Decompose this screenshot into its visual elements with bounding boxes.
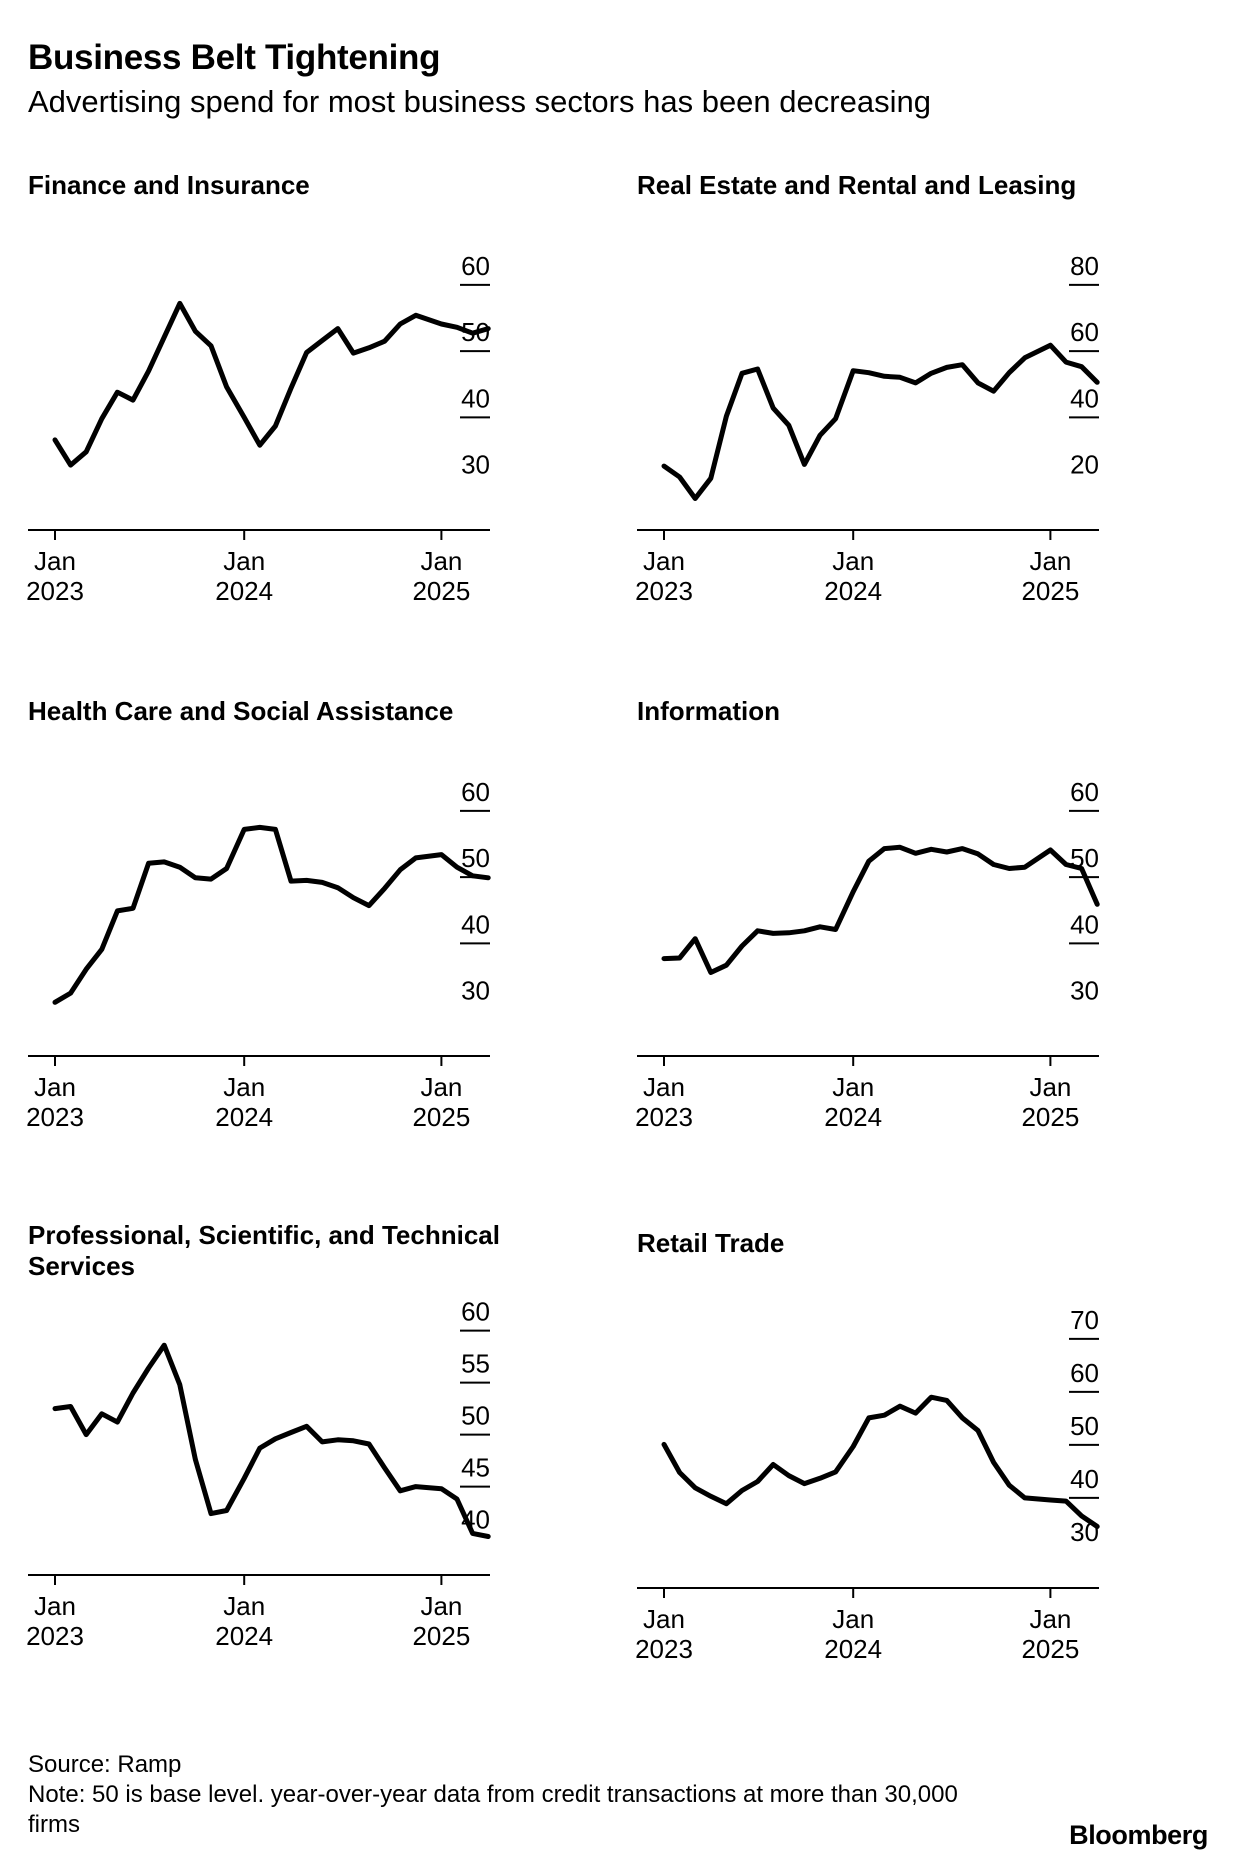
panel-title: Health Care and Social Assistance: [28, 696, 454, 726]
chart-subtitle: Advertising spend for most business sect…: [28, 84, 931, 119]
series-line: [661, 844, 1100, 975]
x-tick-label: Jan: [643, 546, 685, 576]
y-tick-label: 45: [461, 1453, 490, 1483]
x-tick-label: Jan: [420, 546, 462, 576]
panel-real-estate-rental-leasing: Real Estate and Rental and Leasing 20 40 6…: [635, 170, 1217, 630]
y-tick-label: 70: [1070, 1305, 1099, 1335]
x-tick-label: Jan: [1029, 546, 1071, 576]
x-tick-label: 2023: [26, 1102, 84, 1132]
y-tick-label: 40: [461, 383, 490, 413]
panel-title: Professional, Scientific, and Technical …: [28, 1220, 500, 1281]
y-tick-label: 40: [1070, 909, 1099, 939]
panel-title: Real Estate and Rental and Leasing: [637, 170, 1077, 200]
footer: Source: Ramp Note: 50 is base level. yea…: [28, 1750, 988, 1840]
y-tick-label: 50: [461, 1401, 490, 1431]
y-tick-label: 60: [1070, 777, 1099, 807]
y-tick-label: 55: [461, 1349, 490, 1379]
footnote: Note: 50 is base level. year-over-year d…: [28, 1781, 958, 1838]
x-tick-label: Jan: [34, 546, 76, 576]
panel-title: Information: [637, 696, 780, 726]
series-line: [52, 824, 491, 1005]
x-tick-label: Jan: [34, 1072, 76, 1102]
x-tick-label: Jan: [832, 1072, 874, 1102]
y-tick-label: 60: [461, 251, 490, 281]
x-tick-label: 2025: [1021, 576, 1079, 606]
series-line: [52, 300, 491, 468]
panel-finance-and-insurance: Finance and Insurance 30 40 50 60 Jan 2023 Jan…: [26, 170, 608, 630]
series-line: [661, 1394, 1100, 1529]
panel-information: Information 30 40 50 60 Jan 2023 Jan 2024 Jan 202…: [635, 696, 1217, 1156]
panel-retail-trade: Retail Trade 30 40 50 60 70 Jan 2023 Jan 2024 Jan…: [635, 1228, 1217, 1688]
x-tick-label: 2025: [412, 576, 470, 606]
x-tick-label: 2025: [1021, 1634, 1079, 1664]
bloomberg-logo: Bloomberg: [1069, 1820, 1208, 1850]
y-tick-label: 40: [461, 909, 490, 939]
source-note: Source: Ramp: [28, 1751, 182, 1778]
y-tick-label: 50: [1070, 1411, 1099, 1441]
y-tick-label: 30: [1070, 976, 1099, 1006]
x-tick-label: Jan: [223, 1591, 265, 1621]
x-tick-label: 2024: [824, 1102, 882, 1132]
chart-title: Business Belt Tightening: [28, 38, 441, 77]
x-tick-label: Jan: [420, 1591, 462, 1621]
panel-professional-scientific-technical: Professional, Scientific, and Technical …: [26, 1220, 608, 1680]
panel-title: Finance and Insurance: [28, 170, 310, 200]
y-tick-label: 20: [1070, 450, 1099, 480]
x-tick-label: Jan: [223, 546, 265, 576]
y-tick-label: 60: [461, 777, 490, 807]
x-tick-label: Jan: [223, 1072, 265, 1102]
x-tick-label: Jan: [832, 1604, 874, 1634]
y-tick-label: 40: [1070, 383, 1099, 413]
x-tick-label: 2023: [635, 1102, 693, 1132]
x-tick-label: 2024: [215, 1621, 273, 1651]
y-tick-label: 60: [1070, 1358, 1099, 1388]
x-tick-label: 2025: [412, 1621, 470, 1651]
y-tick-label: 30: [461, 976, 490, 1006]
panel-health-care-social-assistance: Health Care and Social Assistance 30 40 50…: [26, 696, 608, 1156]
y-tick-label: 60: [1070, 317, 1099, 347]
panel-title: Retail Trade: [637, 1228, 785, 1258]
x-tick-label: Jan: [420, 1072, 462, 1102]
x-tick-label: Jan: [1029, 1072, 1071, 1102]
x-tick-label: 2024: [824, 576, 882, 606]
x-tick-label: 2025: [412, 1102, 470, 1132]
y-tick-label: 30: [461, 450, 490, 480]
x-tick-label: 2023: [26, 1621, 84, 1651]
x-tick-label: 2024: [215, 576, 273, 606]
x-tick-label: Jan: [1029, 1604, 1071, 1634]
x-tick-label: 2024: [824, 1634, 882, 1664]
x-tick-label: 2025: [1021, 1102, 1079, 1132]
y-tick-label: 50: [461, 843, 490, 873]
series-line: [52, 1342, 491, 1539]
y-tick-label: 80: [1070, 251, 1099, 281]
x-tick-label: Jan: [832, 546, 874, 576]
x-tick-label: 2024: [215, 1102, 273, 1132]
y-tick-label: 30: [1070, 1517, 1099, 1547]
series-line: [661, 342, 1100, 501]
x-tick-label: 2023: [635, 576, 693, 606]
x-tick-label: Jan: [34, 1591, 76, 1621]
x-tick-label: 2023: [635, 1634, 693, 1664]
x-tick-label: 2023: [26, 576, 84, 606]
y-tick-label: 40: [1070, 1464, 1099, 1494]
x-tick-label: Jan: [643, 1072, 685, 1102]
x-tick-label: Jan: [643, 1604, 685, 1634]
y-tick-label: 60: [461, 1297, 490, 1327]
